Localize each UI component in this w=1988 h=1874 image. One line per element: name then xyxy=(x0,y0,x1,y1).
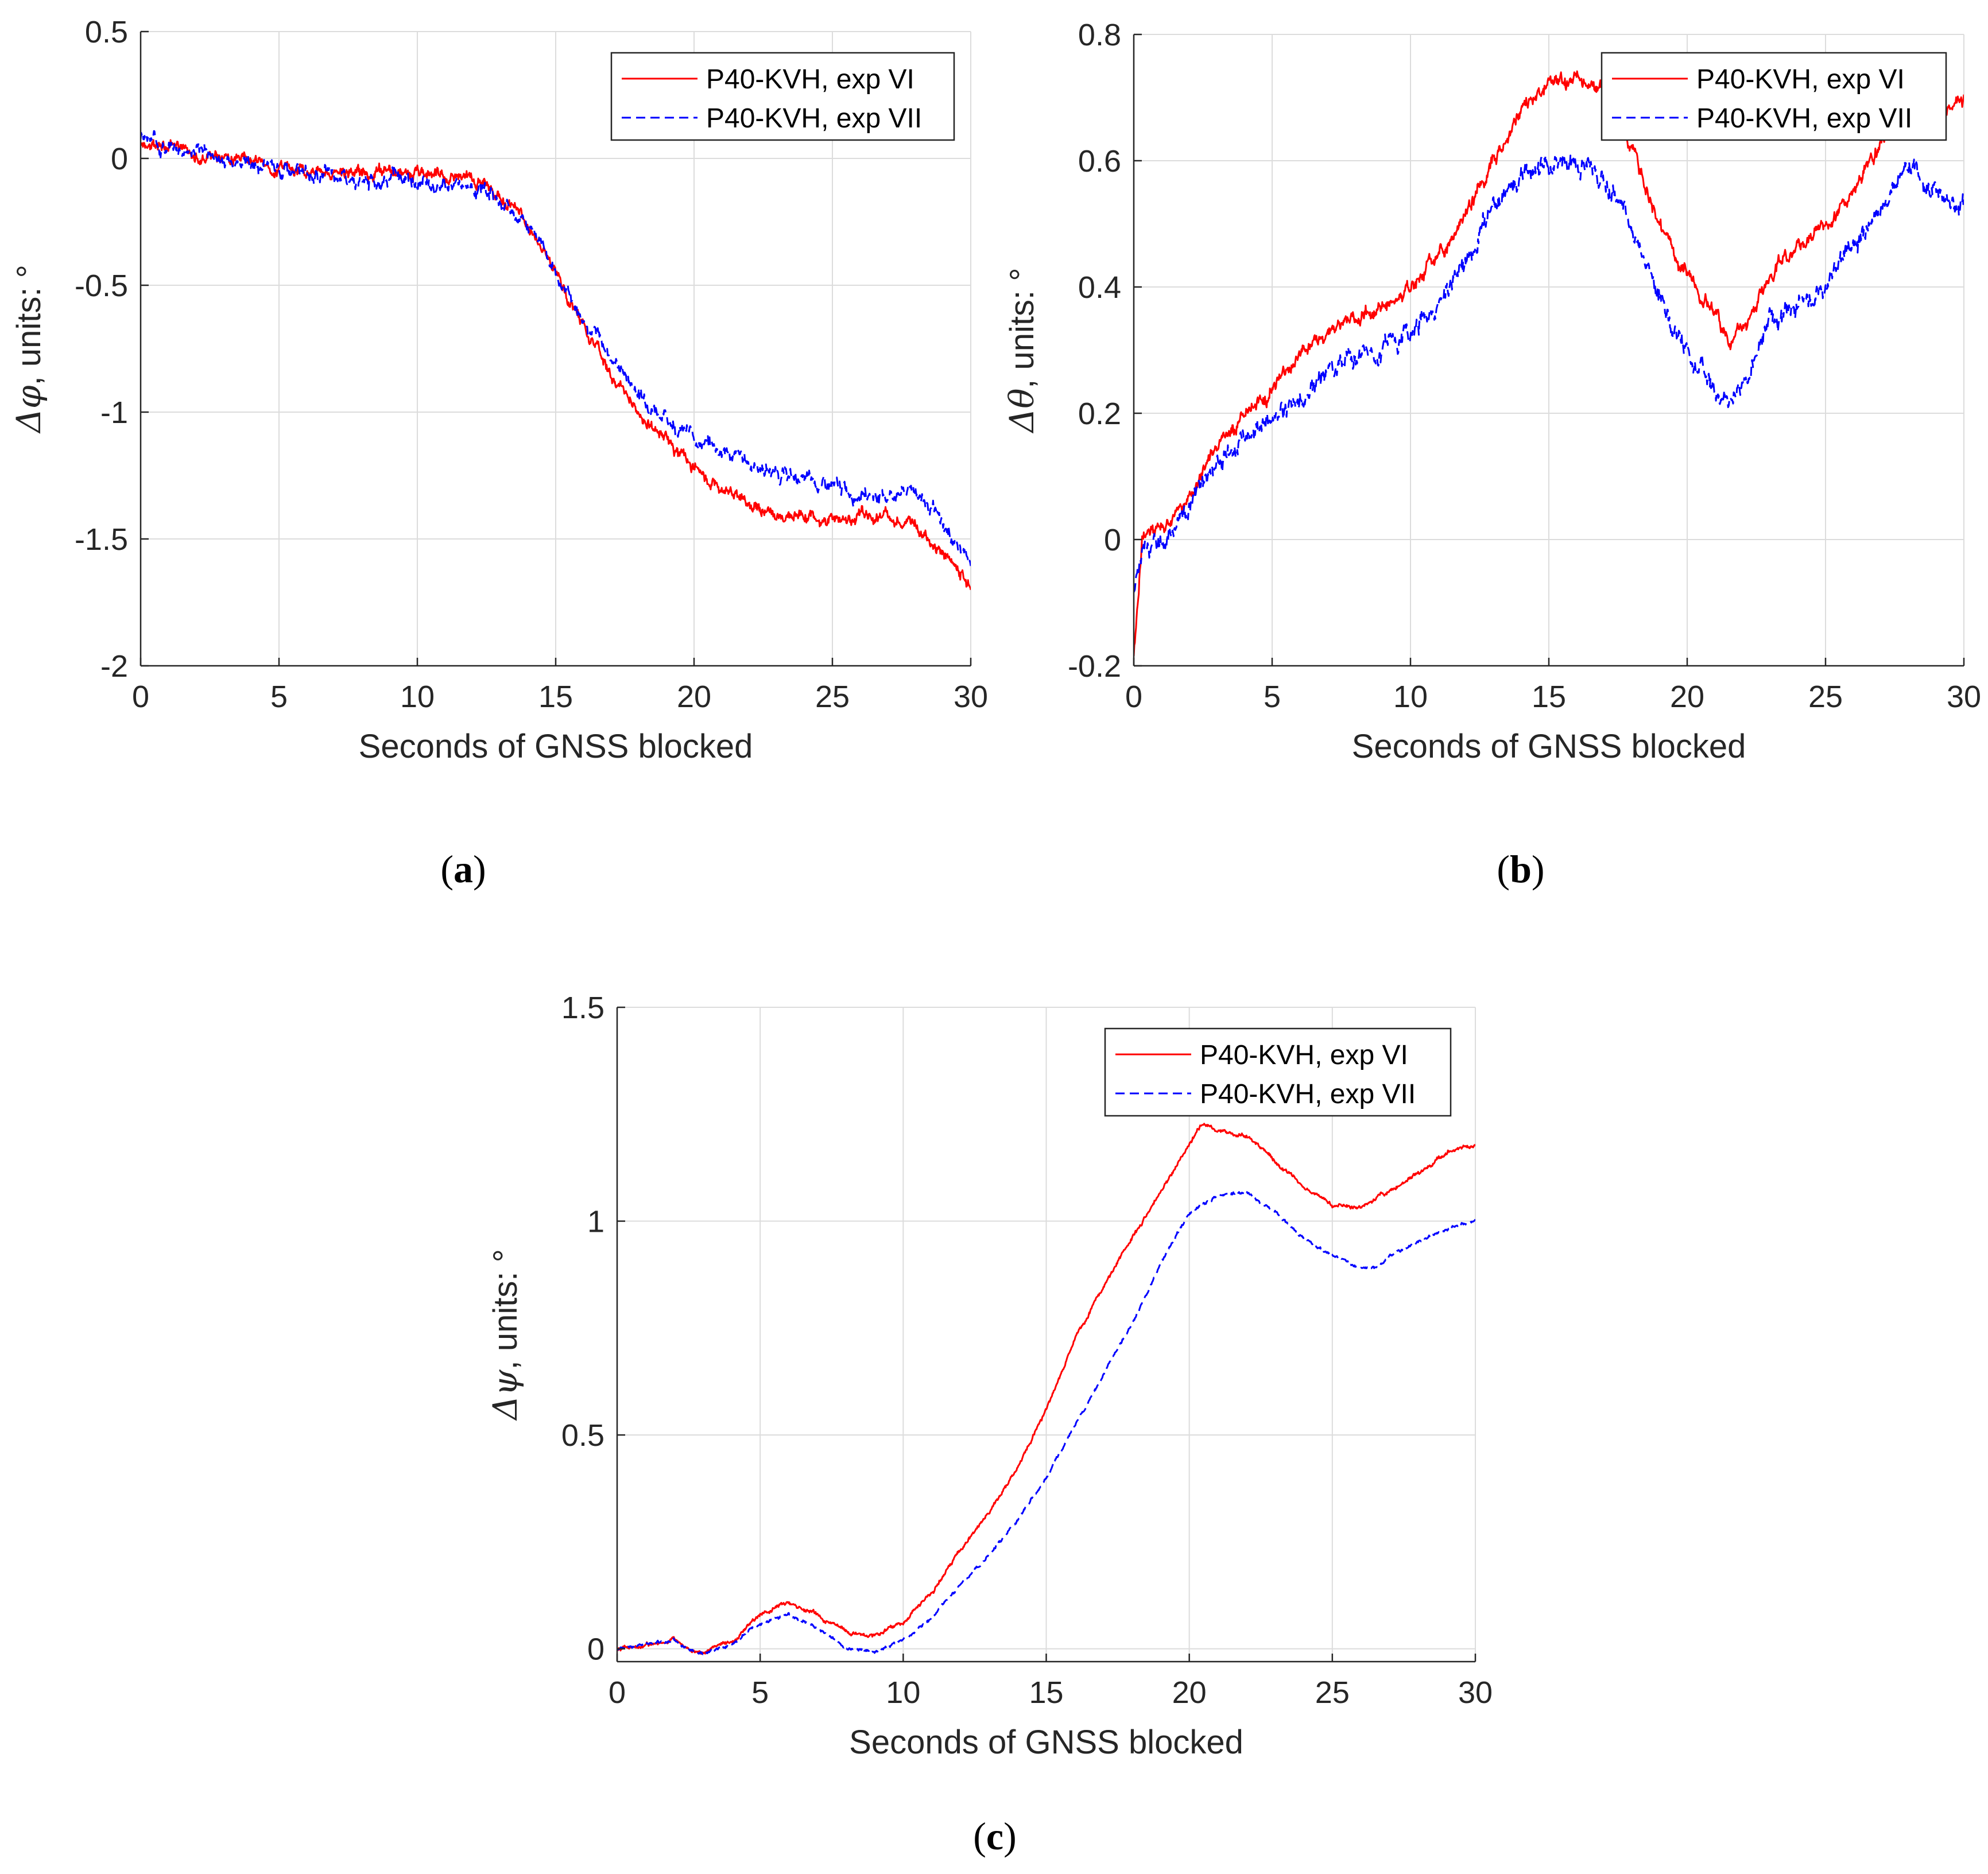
legend-box xyxy=(610,52,955,141)
y-tick-label: 1.5 xyxy=(561,991,604,1025)
caption-c: (c) xyxy=(973,1814,1017,1858)
caption-b-letter: b xyxy=(1510,847,1532,891)
y-tick-label: 0.5 xyxy=(85,15,128,49)
x-tick-label: 25 xyxy=(815,680,850,714)
y-tick-label: -1 xyxy=(100,395,128,430)
legend-label-exp-vii: P40-KVH, exp VII xyxy=(1200,1079,1416,1109)
x-axis-label: Seconds of GNSS blocked xyxy=(1352,728,1746,765)
x-tick-label: 30 xyxy=(954,680,988,714)
x-tick-label: 0 xyxy=(1125,680,1142,714)
x-tick-label: 10 xyxy=(886,1675,920,1710)
legend-label-exp-vi: P40-KVH, exp VI xyxy=(1200,1040,1408,1070)
y-tick-label: -2 xyxy=(100,649,128,684)
y-axis-unit: , units: ° xyxy=(487,1249,524,1369)
legend-label-exp-vii: P40-KVH, exp VII xyxy=(1696,103,1912,134)
legend-box xyxy=(1104,1027,1452,1117)
legend-label-exp-vi: P40-KVH, exp VI xyxy=(1696,64,1905,95)
series-line-exp-vi xyxy=(1134,70,1964,657)
x-tick-label: 10 xyxy=(400,680,435,714)
y-axis-label: Δφ, units: ° xyxy=(9,265,48,434)
legend: P40-KVH, exp VI P40-KVH, exp VII xyxy=(610,52,955,141)
caption-a-letter: a xyxy=(454,847,473,891)
y-tick-label: 0.5 xyxy=(561,1418,604,1453)
y-tick-label: 0 xyxy=(587,1632,604,1667)
chart-a: 0 5 10 15 20 25 30 -2 -1.5 -1 -0.5 0 0.5 Seconds of G… xyxy=(9,15,988,765)
series-line-exp-vii xyxy=(1134,154,1964,593)
x-tick-label: 0 xyxy=(609,1675,626,1710)
y-tick-label: 0 xyxy=(111,142,128,176)
y-tick-label: -0.5 xyxy=(75,269,128,303)
caption-c-letter: c xyxy=(986,1814,1003,1858)
y-axis-label: Δψ, units: ° xyxy=(486,1249,525,1421)
y-tick-label: 0.8 xyxy=(1078,18,1121,52)
chart-c: 0 5 10 15 20 25 30 0 0.5 1 1.5 Seconds of GNSS bloc… xyxy=(486,991,1493,1761)
legend-label-exp-vii: P40-KVH, exp VII xyxy=(706,103,922,134)
y-tick-label: -0.2 xyxy=(1068,649,1121,684)
caption-b: (b) xyxy=(1497,847,1544,891)
x-tick-label: 15 xyxy=(1029,1675,1063,1710)
x-tick-label: 30 xyxy=(1947,680,1981,714)
x-tick-label: 20 xyxy=(1172,1675,1207,1710)
x-tick-label: 5 xyxy=(1264,680,1281,714)
y-tick-label: 0.6 xyxy=(1078,144,1121,179)
legend: P40-KVH, exp VI P40-KVH, exp VII xyxy=(1601,52,1947,141)
x-tick-label: 10 xyxy=(1393,680,1428,714)
x-tick-label: 30 xyxy=(1458,1675,1493,1710)
x-axis-label: Seconds of GNSS blocked xyxy=(359,728,753,765)
y-axis-symbol: Δψ xyxy=(486,1369,525,1421)
caption-a: (a) xyxy=(440,847,486,891)
x-tick-label: 15 xyxy=(1532,680,1566,714)
x-tick-label: 20 xyxy=(1670,680,1704,714)
x-tick-label: 20 xyxy=(677,680,711,714)
y-tick-label: 0 xyxy=(1104,523,1121,557)
y-tick-label: 1 xyxy=(587,1205,604,1239)
x-tick-label: 25 xyxy=(1808,680,1843,714)
legend-box xyxy=(1601,52,1947,141)
x-tick-label: 15 xyxy=(538,680,573,714)
series-line-exp-vi xyxy=(617,1123,1475,1655)
y-tick-label: 0.2 xyxy=(1078,397,1121,431)
series-line-exp-vii xyxy=(141,130,971,567)
x-tick-label: 5 xyxy=(270,680,288,714)
y-tick-label: 0.4 xyxy=(1078,270,1121,305)
y-axis-unit: , units: ° xyxy=(1003,268,1041,389)
legend-label-exp-vi: P40-KVH, exp VI xyxy=(706,64,914,95)
x-tick-label: 5 xyxy=(751,1675,769,1710)
series-line-exp-vii xyxy=(617,1190,1475,1655)
y-axis-symbol: Δφ xyxy=(9,385,48,434)
y-tick-label: -1.5 xyxy=(75,522,128,557)
y-axis-symbol: Δθ xyxy=(1002,389,1041,434)
y-axis-label: Δθ, units: ° xyxy=(1002,268,1041,434)
x-axis-label: Seconds of GNSS blocked xyxy=(849,1724,1243,1761)
y-axis-unit: , units: ° xyxy=(10,265,48,385)
x-tick-label: 0 xyxy=(132,680,149,714)
x-tick-label: 25 xyxy=(1315,1675,1350,1710)
legend: P40-KVH, exp VI P40-KVH, exp VII xyxy=(1104,1027,1452,1117)
